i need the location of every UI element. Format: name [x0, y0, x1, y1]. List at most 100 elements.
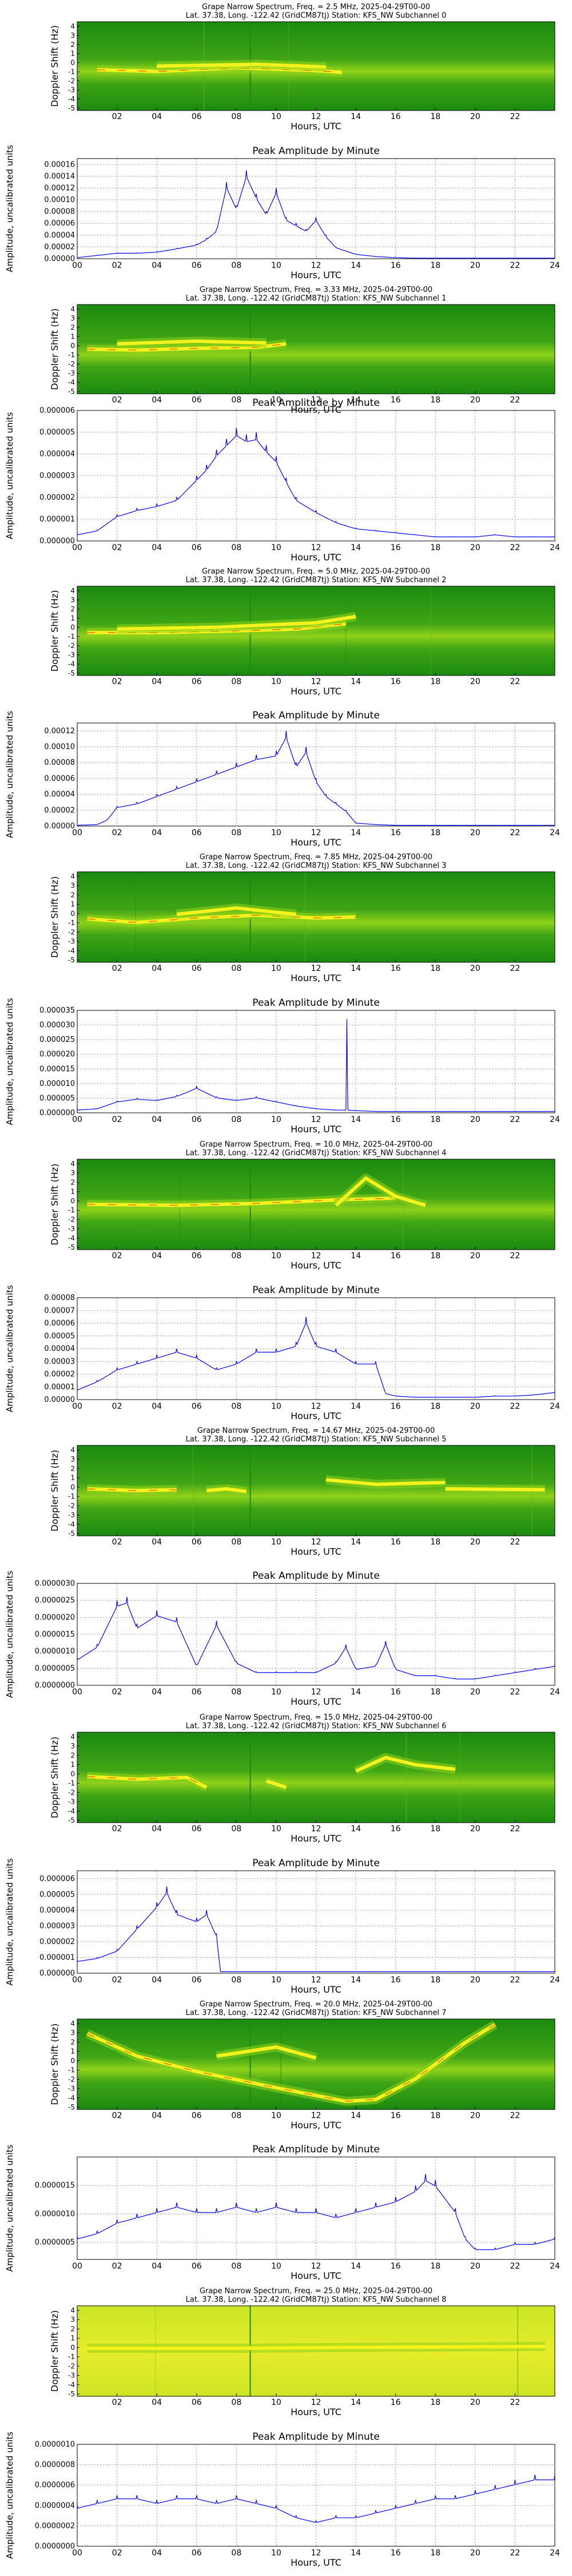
amplitude-ytick-label: 0.00008: [44, 208, 75, 216]
amplitude-ytick-label: 0.000020: [39, 1050, 75, 1059]
amplitude-title: Peak Amplitude by Minute: [252, 997, 380, 1009]
spectrum-xtick-label: 04: [152, 1251, 162, 1261]
amplitude-xtick-label: 20: [470, 2262, 480, 2271]
spectrum-xtick-label: 10: [271, 112, 281, 121]
spectrum-xtick-label: 18: [430, 1824, 440, 1834]
amplitude-xtick-label: 18: [430, 2549, 440, 2558]
spectrum-ytick-label: 3: [70, 2316, 75, 2324]
spectrogram-traces: [85, 2019, 498, 2109]
spectrum-ytick-label: 3: [70, 1169, 75, 1177]
amplitude-frame: [77, 722, 555, 827]
spectrum-ytick-label: -1: [68, 351, 75, 359]
amplitude-ytick-label: 0.00000: [44, 822, 75, 831]
amplitude-xtick-label: 22: [510, 1402, 521, 1411]
spectrum-xtick-label: 22: [510, 1824, 521, 1834]
amplitude-series-line: [77, 1019, 555, 1112]
amplitude-xtick-label: 16: [391, 1402, 401, 1411]
spectrum-xtick-label: 04: [152, 396, 162, 405]
amplitude-xtick-label: 00: [72, 2549, 82, 2558]
spectrum-ylabel: Doppler Shift (Hz): [49, 1450, 60, 1532]
spectrum-xtick-label: 02: [112, 2111, 122, 2120]
amplitude-xtick-label: 04: [152, 1976, 162, 1985]
amplitude-xtick-label: 20: [470, 828, 480, 837]
amplitude-xtick-label: 18: [430, 261, 440, 270]
spectrum-xtick-label: 08: [231, 964, 241, 973]
spectrum-ytick-label: -4: [68, 2381, 75, 2389]
spectrum-xtick-label: 04: [152, 1538, 162, 1547]
amplitude-title: Peak Amplitude by Minute: [252, 710, 380, 721]
amplitude-xtick-label: 00: [72, 1402, 82, 1411]
spectrum-ytick-label: 2: [70, 1751, 75, 1759]
spectrum-ytick-label: 4: [70, 872, 75, 880]
spectrum-ytick-label: -4: [68, 378, 75, 386]
amplitude-ytick-label: 0.00006: [44, 775, 75, 783]
spectrum-xtick-label: 10: [271, 1538, 281, 1547]
amplitude-ytick-label: 0.00000: [44, 255, 75, 263]
spectrum-xlabel: Hours, UTC: [291, 686, 341, 697]
spectrogram-peak: [87, 343, 287, 351]
amplitude-ytick-label: 0.000035: [39, 1006, 75, 1015]
spectrum-ytick-label: 3: [70, 314, 75, 322]
amplitude-xlabel: Hours, UTC: [291, 552, 341, 563]
amplitude-ytick-label: 0.000005: [39, 1094, 75, 1103]
amplitude-xtick-label: 02: [112, 2262, 122, 2271]
amplitude-xtick-label: 16: [391, 1115, 401, 1124]
spectrum-ytick-label: 2: [70, 605, 75, 613]
amplitude-xtick-label: 20: [470, 1115, 480, 1124]
amplitude-ylabel: Amplitude, uncalibrated units: [5, 2432, 15, 2559]
amplitude-ytick-label: 0.000010: [39, 1080, 75, 1088]
spectrum-xtick-label: 04: [152, 964, 162, 973]
amplitude-xtick-label: 02: [112, 1402, 122, 1411]
spectrum-xtick-label: 06: [192, 2111, 202, 2120]
amplitude-ytick-label: 0.00002: [44, 806, 75, 815]
spectrum-ytick-label: -1: [68, 633, 75, 641]
spectrum-xtick-label: 10: [271, 964, 281, 973]
spectrum-xtick-label: 06: [192, 1251, 202, 1261]
spectrum-ytick-label: -5: [68, 1816, 75, 1824]
amplitude-frame: [77, 1870, 555, 1974]
amplitude-xtick-label: 18: [430, 1402, 440, 1411]
amplitude-ytick-label: 0.00000: [44, 1396, 75, 1404]
spectrum-ytick-label: -1: [68, 2353, 75, 2361]
spectrum-xtick-label: 04: [152, 112, 162, 121]
amplitude-ytick-label: 0.00008: [44, 758, 75, 767]
amplitude-xtick-label: 06: [192, 1115, 202, 1124]
amplitude-xtick-label: 24: [550, 1688, 560, 1697]
spectrum-ytick-label: -3: [68, 1511, 75, 1519]
spectrum-xtick-label: 16: [391, 1251, 401, 1261]
spectrum-xtick-label: 08: [231, 396, 241, 405]
amplitude-ytick-label: 0.00006: [44, 1319, 75, 1328]
spectrum-xtick-label: 10: [271, 2111, 281, 2120]
spectrum-xtick-label: 10: [271, 1824, 281, 1834]
amplitude-ylabel: Amplitude, uncalibrated units: [5, 2144, 15, 2272]
amplitude-xtick-label: 02: [112, 1115, 122, 1124]
spectrum-xtick-label: 02: [112, 2398, 122, 2407]
spectrum-xtick-label: 20: [470, 2111, 480, 2120]
amplitude-xtick-label: 20: [470, 261, 480, 270]
amplitude-ytick-label: 0.00002: [44, 243, 75, 251]
spectrum-xtick-label: 18: [430, 2398, 440, 2407]
spectrum-xtick-label: 06: [192, 964, 202, 973]
spectrum-ytick-label: 0: [70, 2344, 75, 2352]
amplitude-xtick-label: 22: [510, 2549, 521, 2558]
amplitude-xtick-label: 04: [152, 2549, 162, 2558]
amplitude-xtick-label: 04: [152, 543, 162, 552]
spectrum-ytick-label: -2: [68, 360, 75, 368]
amplitude-xlabel: Hours, UTC: [291, 270, 341, 280]
amplitude-ytick-label: 0.0000025: [35, 1597, 75, 1605]
amplitude-title: Peak Amplitude by Minute: [252, 2431, 380, 2443]
spectrum-xtick-label: 02: [112, 677, 122, 686]
spectrum-subtitle: Lat. 37.38, Long. -122.42 (GridCM87tj) S…: [186, 294, 447, 303]
spectrum-ytick-label: 4: [70, 2020, 75, 2028]
spectrum-title: Grape Narrow Spectrum, Freq. = 2.5 MHz, …: [202, 3, 430, 11]
amplitude-ytick-label: 0.00005: [44, 1332, 75, 1341]
amplitude-ytick-label: 0.000005: [39, 1890, 75, 1899]
amplitude-xtick-label: 00: [72, 2262, 82, 2271]
amplitude-xtick-label: 16: [391, 1688, 401, 1697]
amplitude-ytick-label: 0.0000010: [35, 2210, 75, 2218]
amplitude-xtick-label: 18: [430, 828, 440, 837]
spectrum-xtick-label: 10: [271, 2398, 281, 2407]
spectrogram-peak: [87, 2024, 496, 2102]
spectrum-title: Grape Narrow Spectrum, Freq. = 7.85 MHz,…: [200, 853, 432, 862]
amplitude-xtick-label: 14: [351, 261, 361, 270]
